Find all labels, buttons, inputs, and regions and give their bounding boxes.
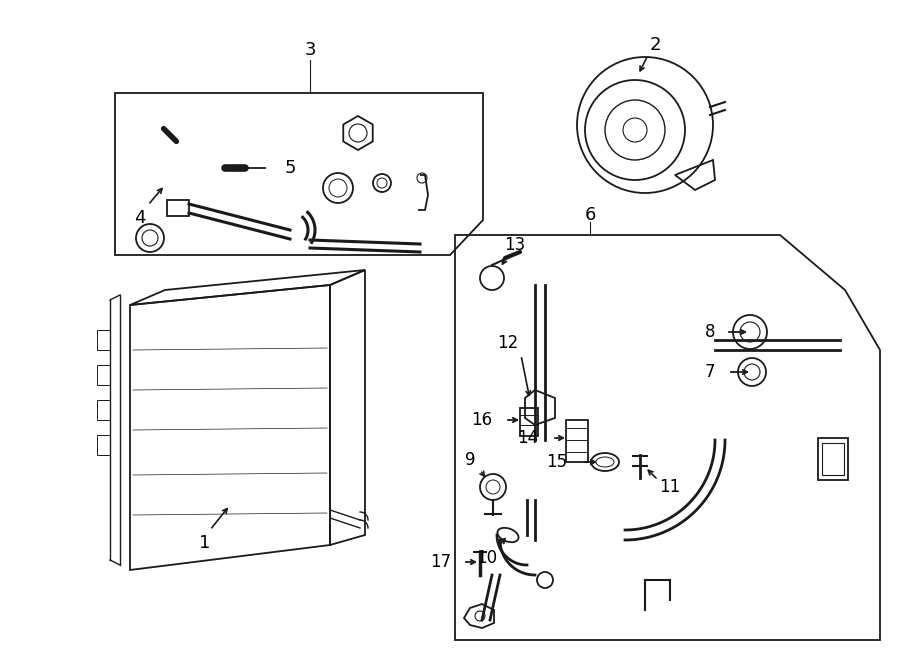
Text: 12: 12 [498, 334, 518, 352]
Text: 3: 3 [304, 41, 316, 59]
Text: 2: 2 [649, 36, 661, 54]
Text: 13: 13 [504, 236, 526, 254]
Bar [520, 408, 538, 436]
Bar [97, 330, 110, 350]
Text: 8: 8 [705, 323, 716, 341]
Text: 5: 5 [285, 159, 296, 177]
Bar [818, 438, 848, 480]
Bar [822, 443, 844, 475]
Bar [97, 365, 110, 385]
Text: 7: 7 [705, 363, 715, 381]
Text: 1: 1 [199, 534, 211, 552]
Text: 16: 16 [471, 411, 492, 429]
Text: 15: 15 [546, 453, 567, 471]
Text: 17: 17 [430, 553, 451, 571]
Text: 9: 9 [464, 451, 475, 469]
Text: 4: 4 [134, 209, 146, 227]
Text: 11: 11 [660, 478, 680, 496]
Bar [97, 435, 110, 455]
Bar [97, 400, 110, 420]
Text: 14: 14 [517, 429, 538, 447]
Text: 6: 6 [584, 206, 596, 224]
Bar [566, 420, 588, 462]
Bar [167, 200, 189, 216]
Text: 10: 10 [476, 549, 498, 567]
